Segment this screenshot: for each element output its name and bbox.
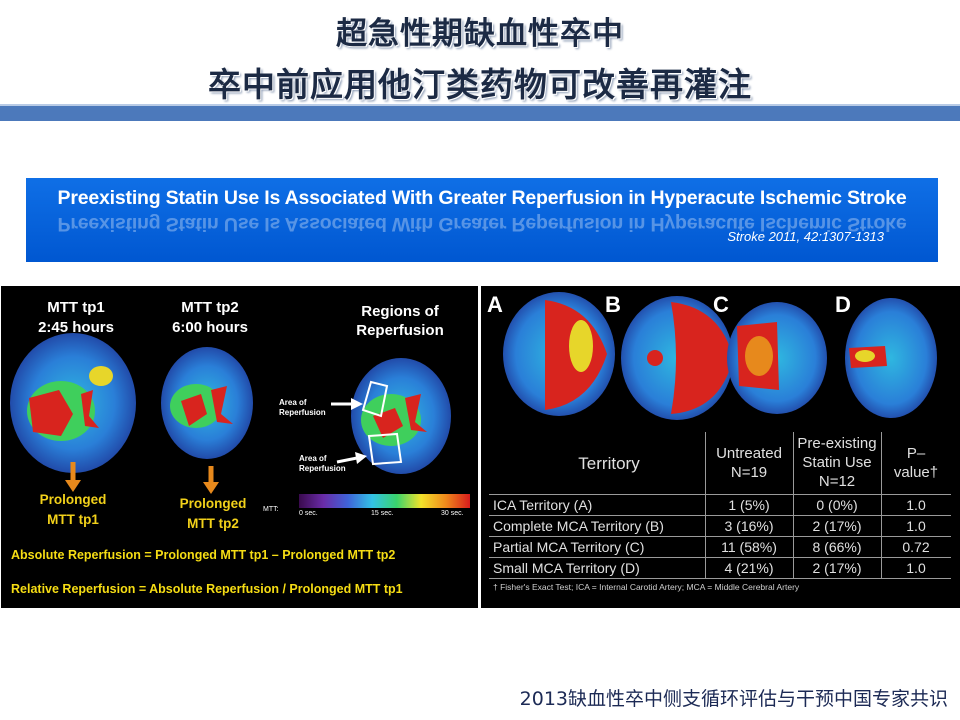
- label-mtt-tp1: MTT tp1: [47, 299, 105, 316]
- title-divider-bar: [0, 104, 960, 121]
- label-mtt-tp1-time: 2:45 hours: [38, 319, 114, 336]
- header-statin: Pre-existing Statin Use N=12: [797, 435, 877, 490]
- table-row: Small MCA Territory (D) 4 (21%) 2 (17%) …: [489, 557, 951, 579]
- label-c: C: [713, 292, 729, 317]
- mtt-color-scale: [299, 494, 470, 508]
- label-prolonged-tp1: Prolonged MTT tp1: [39, 492, 107, 527]
- label-prolonged-tp2: Prolonged MTT tp2: [179, 496, 247, 531]
- label-mtt-tp2: MTT tp2: [181, 299, 239, 316]
- label-regions: Regions of: [361, 303, 439, 320]
- label-d: D: [835, 292, 851, 317]
- territory-brain-maps: [503, 292, 937, 420]
- mtt-brain-maps: [10, 333, 451, 494]
- header-untreated: Untreated N=19: [716, 445, 782, 481]
- table-row: Complete MCA Territory (B) 3 (16%) 2 (17…: [489, 515, 951, 536]
- slide-title-line1: 超急性期缺血性卒中: [336, 16, 624, 52]
- header-p-value: P– value†: [893, 445, 939, 481]
- mtt-figure-panel: MTT tp1 2:45 hours MTT tp2 6:00 hours Re…: [1, 286, 478, 608]
- label-reperfusion: Reperfusion: [356, 322, 444, 339]
- label-a: A: [487, 292, 503, 317]
- table-footnote: † Fisher's Exact Test; ICA = Internal Ca…: [493, 582, 800, 592]
- scale-0: 0 sec.: [299, 510, 318, 517]
- source-footer: 2013缺血性卒中侧支循环评估与干预中国专家共识: [519, 688, 948, 710]
- paper-citation: Stroke 2011, 42:1307-1313: [727, 229, 884, 244]
- slide-title-line2: 卒中前应用他汀类药物可改善再灌注: [208, 65, 752, 104]
- area-reperfusion-label-1: Area of Reperfusion: [279, 398, 326, 417]
- paper-title: Preexisting Statin Use Is Associated Wit…: [57, 187, 907, 209]
- area-reperfusion-label-2: Area of Reperfusion: [299, 454, 346, 473]
- brain-scan-d: [845, 298, 937, 418]
- formula-absolute: Absolute Reperfusion = Prolonged MTT tp1…: [11, 548, 396, 562]
- scale-30: 30 sec.: [441, 510, 464, 517]
- territory-figure-panel: A B C D Territory Untreated N=19 Pre-exis…: [481, 286, 960, 608]
- header-territory: Territory: [578, 454, 640, 473]
- label-mtt-tp2-time: 6:00 hours: [172, 319, 248, 336]
- paper-banner: Preexisting Statin Use Is Associated Wit…: [26, 178, 938, 262]
- formula-relative: Relative Reperfusion = Absolute Reperfus…: [11, 582, 403, 596]
- scale-label: MTT:: [263, 506, 279, 513]
- label-b: B: [605, 292, 621, 317]
- scale-15: 15 sec.: [371, 510, 394, 517]
- table-row: ICA Territory (A) 1 (5%) 0 (0%) 1.0: [489, 494, 951, 515]
- table-row: Partial MCA Territory (C) 11 (58%) 8 (66…: [489, 536, 951, 557]
